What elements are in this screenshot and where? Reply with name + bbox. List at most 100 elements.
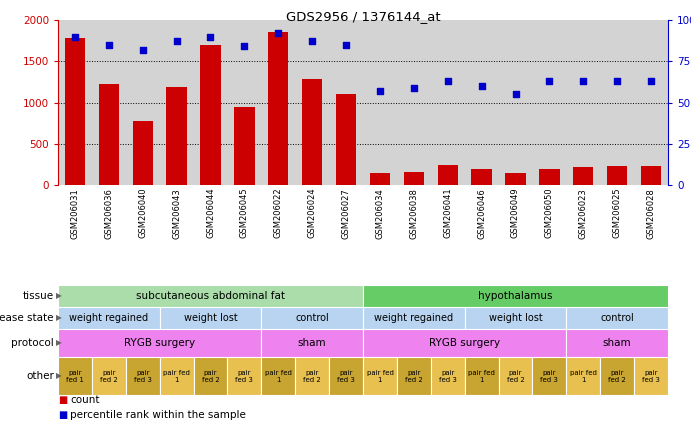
Text: sham: sham bbox=[298, 338, 326, 348]
Bar bbox=[65, 38, 85, 185]
Bar bbox=[261, 357, 295, 395]
Bar bbox=[329, 357, 363, 395]
Bar bbox=[302, 79, 322, 185]
Bar bbox=[471, 169, 492, 185]
Text: pair
fed 2: pair fed 2 bbox=[100, 369, 117, 382]
Text: pair
fed 2: pair fed 2 bbox=[608, 369, 626, 382]
Bar bbox=[430, 357, 464, 395]
Bar bbox=[133, 121, 153, 185]
Bar bbox=[58, 329, 261, 357]
Text: sham: sham bbox=[603, 338, 632, 348]
Bar bbox=[437, 165, 458, 185]
Text: ▶: ▶ bbox=[56, 292, 62, 301]
Text: protocol: protocol bbox=[11, 338, 54, 348]
Bar bbox=[363, 285, 668, 307]
Bar bbox=[58, 357, 92, 395]
Text: ▶: ▶ bbox=[56, 313, 62, 322]
Text: pair
fed 3: pair fed 3 bbox=[540, 369, 558, 382]
Text: weight regained: weight regained bbox=[375, 313, 453, 323]
Bar bbox=[160, 307, 261, 329]
Text: RYGB surgery: RYGB surgery bbox=[429, 338, 500, 348]
Text: pair
fed 2: pair fed 2 bbox=[303, 369, 321, 382]
Text: pair
fed 3: pair fed 3 bbox=[642, 369, 660, 382]
Text: pair fed
1: pair fed 1 bbox=[163, 369, 190, 382]
Text: pair fed
1: pair fed 1 bbox=[570, 369, 597, 382]
Bar bbox=[193, 357, 227, 395]
Bar bbox=[92, 357, 126, 395]
Bar bbox=[370, 174, 390, 185]
Bar bbox=[533, 357, 567, 395]
Bar bbox=[261, 329, 363, 357]
Bar bbox=[397, 357, 430, 395]
Text: count: count bbox=[70, 395, 100, 405]
Bar bbox=[58, 285, 363, 307]
Point bbox=[307, 38, 318, 45]
Bar bbox=[607, 166, 627, 185]
Bar bbox=[234, 107, 254, 185]
Text: RYGB surgery: RYGB surgery bbox=[124, 338, 196, 348]
Text: pair
fed 3: pair fed 3 bbox=[337, 369, 355, 382]
Text: ▶: ▶ bbox=[56, 338, 62, 348]
Text: control: control bbox=[295, 313, 329, 323]
Text: pair fed
1: pair fed 1 bbox=[468, 369, 495, 382]
Point bbox=[645, 78, 656, 85]
Bar bbox=[567, 329, 668, 357]
Bar bbox=[573, 167, 594, 185]
Bar bbox=[58, 307, 160, 329]
Text: pair fed
1: pair fed 1 bbox=[265, 369, 292, 382]
Bar bbox=[363, 307, 464, 329]
Bar bbox=[600, 357, 634, 395]
Text: hypothalamus: hypothalamus bbox=[478, 291, 553, 301]
Text: pair fed
1: pair fed 1 bbox=[366, 369, 393, 382]
Point bbox=[442, 78, 453, 85]
Point bbox=[341, 41, 352, 48]
Text: pair
fed 3: pair fed 3 bbox=[134, 369, 151, 382]
Bar bbox=[464, 307, 567, 329]
Point bbox=[273, 30, 284, 37]
Text: GDS2956 / 1376144_at: GDS2956 / 1376144_at bbox=[285, 10, 440, 23]
Bar bbox=[227, 357, 261, 395]
Point bbox=[544, 78, 555, 85]
Bar bbox=[126, 357, 160, 395]
Text: ■: ■ bbox=[58, 395, 67, 405]
Bar bbox=[567, 357, 600, 395]
Text: percentile rank within the sample: percentile rank within the sample bbox=[70, 410, 246, 420]
Text: weight regained: weight regained bbox=[69, 313, 149, 323]
Bar bbox=[634, 357, 668, 395]
Text: disease state: disease state bbox=[0, 313, 54, 323]
Text: pair
fed 1: pair fed 1 bbox=[66, 369, 84, 382]
Bar bbox=[404, 172, 424, 185]
Point bbox=[612, 78, 623, 85]
Text: ■: ■ bbox=[58, 410, 67, 420]
Text: other: other bbox=[26, 371, 54, 381]
Bar bbox=[363, 357, 397, 395]
Bar bbox=[464, 357, 498, 395]
Text: ▶: ▶ bbox=[56, 372, 62, 381]
Point bbox=[476, 83, 487, 90]
Bar bbox=[261, 307, 363, 329]
Text: pair
fed 3: pair fed 3 bbox=[439, 369, 457, 382]
Bar bbox=[200, 45, 220, 185]
Text: pair
fed 2: pair fed 2 bbox=[202, 369, 219, 382]
Text: pair
fed 2: pair fed 2 bbox=[405, 369, 423, 382]
Bar bbox=[268, 32, 288, 185]
Point bbox=[375, 87, 386, 95]
Text: pair
fed 2: pair fed 2 bbox=[507, 369, 524, 382]
Bar bbox=[505, 173, 526, 185]
Bar bbox=[641, 166, 661, 185]
Point bbox=[510, 91, 521, 98]
Point bbox=[104, 41, 115, 48]
Point bbox=[205, 33, 216, 40]
Point bbox=[408, 84, 419, 91]
Bar bbox=[539, 169, 560, 185]
Text: control: control bbox=[600, 313, 634, 323]
Point bbox=[239, 43, 250, 50]
Bar bbox=[567, 307, 668, 329]
Bar bbox=[167, 87, 187, 185]
Point bbox=[69, 33, 80, 40]
Bar bbox=[99, 84, 119, 185]
Bar bbox=[363, 329, 567, 357]
Point bbox=[171, 38, 182, 45]
Bar bbox=[295, 357, 329, 395]
Text: pair
fed 3: pair fed 3 bbox=[236, 369, 254, 382]
